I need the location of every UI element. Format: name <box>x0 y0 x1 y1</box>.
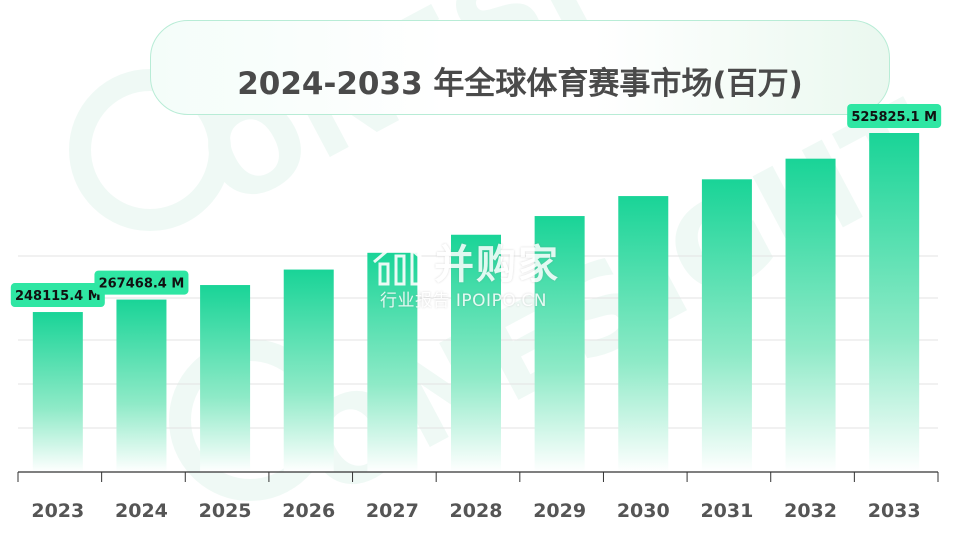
data-label-bg <box>94 270 189 295</box>
x-tick-label-2028: 2028 <box>450 500 503 522</box>
data-label-2024: 267468.4 M <box>94 270 189 295</box>
chart-title: 2024-2033 年全球体育赛事市场(百万) <box>237 66 803 102</box>
x-tick-label-2030: 2030 <box>617 500 670 522</box>
bar-2027 <box>367 252 418 472</box>
x-tick-label-2025: 2025 <box>199 500 252 522</box>
bar-2025 <box>200 285 251 472</box>
bar-2024 <box>116 299 167 472</box>
bar-2032 <box>785 158 836 472</box>
data-label-text: 248115.4 M <box>15 289 101 304</box>
x-tick-label-2024: 2024 <box>115 500 168 522</box>
bar-2028 <box>451 234 501 472</box>
x-tick-label-2023: 2023 <box>31 500 84 522</box>
data-label-text: 525825.1 M <box>851 110 937 125</box>
bar-2033 <box>869 133 920 472</box>
x-tick-label-2029: 2029 <box>533 500 586 522</box>
data-label-text: 267468.4 M <box>99 277 185 292</box>
data-label-bg <box>10 283 105 308</box>
data-label-2033: 525825.1 M <box>847 104 942 128</box>
bar-2030 <box>618 196 669 473</box>
data-label-2023: 248115.4 M <box>10 283 105 308</box>
x-tick-label-2026: 2026 <box>282 500 335 522</box>
bar-2023 <box>32 312 83 472</box>
data-label-bg <box>847 104 942 128</box>
x-tick-label-2031: 2031 <box>700 500 753 522</box>
x-tick-label-2032: 2032 <box>784 500 837 522</box>
bar-2031 <box>701 179 752 472</box>
x-tick-label-2027: 2027 <box>366 500 419 522</box>
bar-2029 <box>534 216 585 472</box>
x-tick-label-2033: 2033 <box>868 500 921 522</box>
title-panel: 2024-2033 年全球体育赛事市场(百万) <box>150 20 890 115</box>
bar-2026 <box>283 269 334 472</box>
